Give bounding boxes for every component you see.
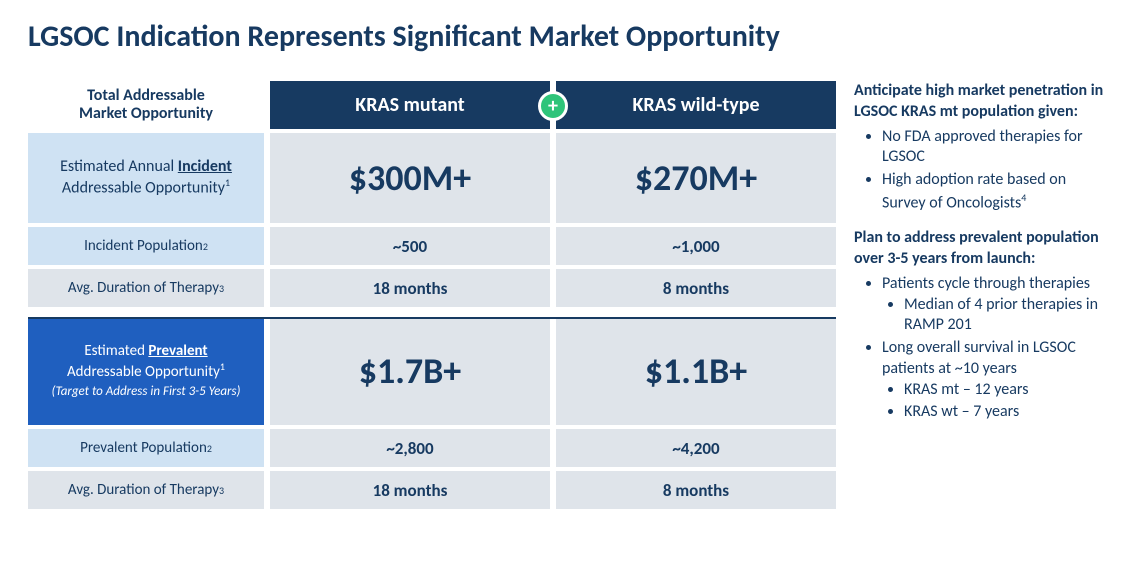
incident-word: Incident: [178, 157, 232, 176]
row-label-prevalent-opportunity: Estimated Prevalent Addressable Opportun…: [28, 317, 264, 425]
column-header-wildtype: KRAS wild-type: [556, 81, 836, 129]
data-columns: + KRAS mutant $300M+ ~500 18 months $1.7…: [270, 81, 836, 513]
list-item: No FDA approved therapies for LGSOC: [882, 127, 1106, 169]
row-label-incident-duration: Avg. Duration of Therapy3: [28, 269, 264, 307]
value-wildtype-prevalent-duration: 8 months: [556, 471, 836, 509]
value-mutant-incident-duration: 18 months: [270, 269, 550, 307]
list-item-text: High adoption rate based on Survey of On…: [882, 170, 1066, 212]
value-mutant-prevalent-duration: 18 months: [270, 471, 550, 509]
notes-section1-list: No FDA approved therapies for LGSOC High…: [854, 127, 1106, 215]
plus-icon: +: [538, 91, 568, 121]
list-item: Patients cycle through therapies Median …: [882, 274, 1106, 336]
page-title: LGSOC Indication Represents Significant …: [28, 18, 1106, 55]
incident-post: Addressable Opportunity: [62, 179, 225, 198]
content-row: Total AddressableMarket Opportunity Esti…: [28, 81, 1106, 513]
prevalent-word: Prevalent: [148, 342, 207, 360]
list-subitem: KRAS mt – 12 years: [904, 380, 1106, 401]
incident-dur-label: Avg. Duration of Therapy: [68, 279, 219, 297]
notes-section2-head: Plan to address prevalent population ove…: [854, 228, 1106, 270]
prevalent-subtext: (Target to Address in First 3-5 Years): [52, 384, 241, 400]
column-header-mutant: KRAS mutant: [270, 81, 550, 129]
prevalent-dur-sup: 3: [219, 484, 224, 497]
column-kras-wildtype: KRAS wild-type $270M+ ~1,000 8 months $1…: [556, 81, 836, 513]
value-wildtype-incident-population: ~1,000: [556, 227, 836, 265]
list-item: High adoption rate based on Survey of On…: [882, 170, 1106, 214]
value-mutant-prevalent-population: ~2,800: [270, 429, 550, 467]
labels-column: Total AddressableMarket Opportunity Esti…: [28, 81, 264, 513]
value-wildtype-prevalent-opportunity: $1.1B+: [556, 317, 836, 425]
prevalent-dur-label: Avg. Duration of Therapy: [68, 481, 219, 499]
value-wildtype-incident-duration: 8 months: [556, 269, 836, 307]
list-item-sup: 4: [1021, 191, 1026, 204]
row-label-prevalent-population: Prevalent Population2: [28, 429, 264, 467]
value-mutant-incident-opportunity: $300M+: [270, 133, 550, 223]
list-subitem: Median of 4 prior therapies in RAMP 201: [904, 295, 1106, 337]
incident-sup: 1: [225, 176, 230, 189]
value-wildtype-prevalent-population: ~4,200: [556, 429, 836, 467]
prevalent-pre: Estimated: [84, 342, 148, 360]
list-item-text: Patients cycle through therapies: [882, 274, 1090, 293]
market-table: Total AddressableMarket Opportunity Esti…: [28, 81, 836, 513]
notes-section1-head: Anticipate high market penetration in LG…: [854, 81, 1106, 123]
notes-section2-list: Patients cycle through therapies Median …: [854, 274, 1106, 424]
incident-pop-sup: 2: [203, 240, 208, 253]
labels-header-text: Total AddressableMarket Opportunity: [79, 87, 213, 124]
list-item-text: Long overall survival in LGSOC patients …: [882, 338, 1076, 378]
labels-header: Total AddressableMarket Opportunity: [28, 81, 264, 129]
column-kras-mutant: KRAS mutant $300M+ ~500 18 months $1.7B+…: [270, 81, 550, 513]
list-subitem: KRAS wt – 7 years: [904, 402, 1106, 423]
incident-pop-label: Incident Population: [84, 237, 203, 255]
incident-dur-sup: 3: [219, 282, 224, 295]
notes-panel: Anticipate high market penetration in LG…: [854, 81, 1106, 513]
incident-pre: Estimated Annual: [60, 157, 178, 176]
section-divider: [28, 317, 836, 319]
prevalent-sup: 1: [220, 360, 225, 373]
prevalent-post: Addressable Opportunity: [67, 363, 220, 381]
value-mutant-prevalent-opportunity: $1.7B+: [270, 317, 550, 425]
value-wildtype-incident-opportunity: $270M+: [556, 133, 836, 223]
prevalent-pop-sup: 2: [207, 442, 212, 455]
list-item: Long overall survival in LGSOC patients …: [882, 338, 1106, 423]
row-label-prevalent-duration: Avg. Duration of Therapy3: [28, 471, 264, 509]
row-label-incident-population: Incident Population2: [28, 227, 264, 265]
row-label-incident-opportunity: Estimated Annual Incident Addressable Op…: [28, 133, 264, 223]
prevalent-pop-label: Prevalent Population: [80, 439, 207, 457]
value-mutant-incident-population: ~500: [270, 227, 550, 265]
